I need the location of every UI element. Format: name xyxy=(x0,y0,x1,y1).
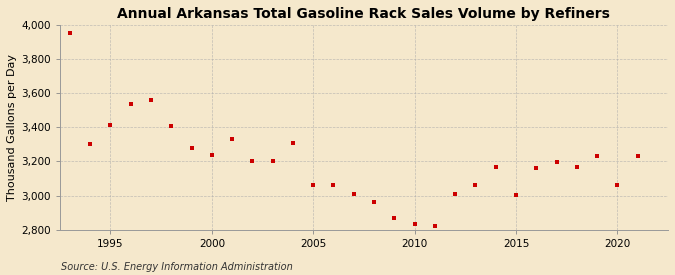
Point xyxy=(308,183,319,188)
Point xyxy=(146,98,157,102)
Point xyxy=(105,123,116,127)
Title: Annual Arkansas Total Gasoline Rack Sales Volume by Refiners: Annual Arkansas Total Gasoline Rack Sale… xyxy=(117,7,610,21)
Point xyxy=(409,222,420,226)
Point xyxy=(389,216,400,220)
Point xyxy=(612,182,623,187)
Point xyxy=(186,146,197,150)
Point xyxy=(490,164,501,169)
Point xyxy=(65,31,76,36)
Point xyxy=(632,154,643,159)
Point xyxy=(510,192,521,197)
Point xyxy=(85,141,96,146)
Point xyxy=(227,137,238,141)
Point xyxy=(207,152,217,157)
Point xyxy=(328,182,339,187)
Point xyxy=(288,141,298,145)
Point xyxy=(267,159,278,164)
Point xyxy=(572,165,583,170)
Point xyxy=(551,160,562,164)
Point xyxy=(126,102,136,106)
Point xyxy=(450,192,460,196)
Point xyxy=(166,124,177,129)
Text: Source: U.S. Energy Information Administration: Source: U.S. Energy Information Administ… xyxy=(61,262,292,272)
Point xyxy=(592,153,603,158)
Point xyxy=(470,183,481,188)
Point xyxy=(348,192,359,196)
Point xyxy=(429,224,440,229)
Point xyxy=(247,158,258,163)
Point xyxy=(531,166,541,170)
Point xyxy=(369,200,379,205)
Y-axis label: Thousand Gallons per Day: Thousand Gallons per Day xyxy=(7,54,17,201)
